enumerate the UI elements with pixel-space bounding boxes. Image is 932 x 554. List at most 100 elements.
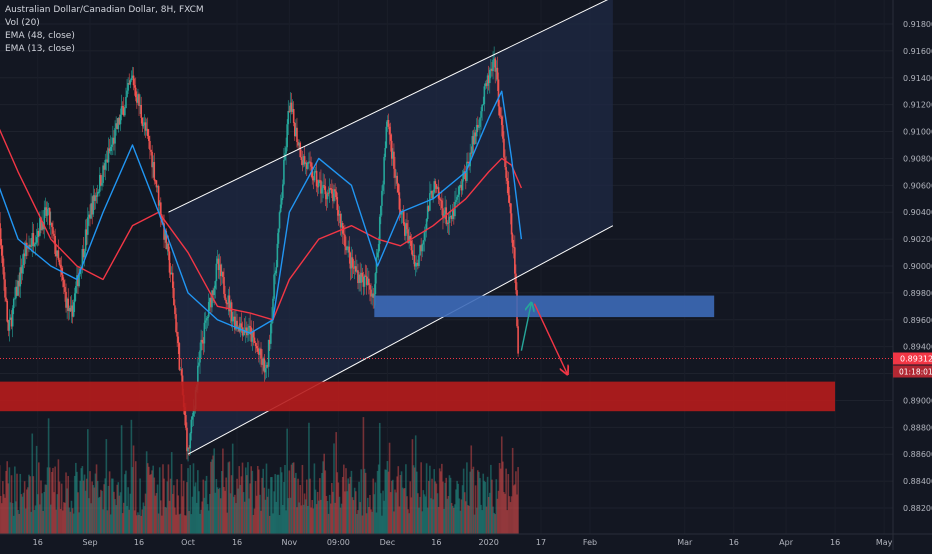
candle-body	[3, 267, 5, 280]
candle-body	[150, 150, 152, 152]
candle-body	[59, 260, 61, 265]
candle-body	[224, 294, 226, 300]
candle-body	[62, 275, 64, 280]
candle-body	[462, 180, 464, 191]
candle-body	[500, 116, 502, 117]
candle-body	[331, 189, 333, 194]
candle-body	[236, 321, 238, 327]
candle-body	[362, 273, 364, 277]
candle-body	[247, 334, 249, 336]
candle-body	[296, 128, 298, 142]
candle-body	[504, 158, 506, 168]
time-tick-label: 16	[830, 538, 840, 547]
time-tick-label: Mar	[677, 538, 693, 547]
candle-body	[208, 302, 210, 317]
candle-body	[478, 127, 480, 128]
candle-body	[335, 191, 337, 197]
candle-body	[205, 320, 207, 322]
candle-body	[0, 228, 1, 245]
legend-ema48[interactable]: EMA (48, close)	[5, 30, 204, 43]
candle-body	[382, 184, 384, 190]
candle-body	[126, 91, 128, 97]
legend-volume[interactable]: Vol (20)	[5, 17, 204, 30]
legend-ema13[interactable]: EMA (13, close)	[5, 43, 204, 56]
candle-body	[169, 251, 171, 272]
candle-body	[153, 162, 155, 180]
candle-body	[64, 287, 66, 292]
candle-body	[365, 276, 367, 277]
candle-body	[455, 200, 457, 202]
candle-body	[140, 105, 142, 118]
time-tick-label: 16	[729, 538, 739, 547]
chart-legend: Australian Dollar/Canadian Dollar, 8H, F…	[5, 4, 204, 56]
time-tick-label: 16	[33, 538, 43, 547]
candle-body	[173, 288, 175, 305]
candle-body	[104, 160, 106, 170]
current-price-tag-text: 0.89312	[900, 354, 932, 363]
candle-body	[2, 256, 4, 267]
candle-body	[515, 274, 517, 290]
candle-body	[110, 147, 112, 151]
candle-body	[60, 265, 62, 268]
candle-body	[299, 143, 301, 157]
candle-body	[497, 68, 499, 80]
candle-body	[138, 94, 140, 106]
candle-body	[411, 241, 413, 251]
candle-body	[278, 228, 280, 243]
candle-body	[114, 128, 116, 143]
candle-body	[399, 192, 401, 209]
candle-body	[260, 349, 262, 359]
candle-body	[125, 97, 127, 108]
candle-body	[84, 251, 86, 257]
candle-body	[388, 120, 390, 127]
candle-body	[273, 275, 275, 299]
candle-body	[396, 176, 398, 184]
candle-body	[281, 198, 283, 205]
candle-body	[412, 250, 414, 255]
candle-body	[179, 343, 181, 370]
candle-body	[377, 253, 379, 258]
symbol-title[interactable]: Australian Dollar/Canadian Dollar, 8H, F…	[5, 4, 204, 17]
candle-body	[489, 70, 491, 83]
time-tick-label: 17	[536, 538, 546, 547]
candle-body	[498, 80, 500, 107]
candle-body	[323, 185, 325, 186]
candle-body	[213, 289, 215, 296]
candle-body	[74, 293, 76, 302]
candle-body	[214, 281, 216, 288]
candle-body	[375, 273, 377, 294]
candle-body	[316, 171, 318, 186]
candle-body	[223, 277, 225, 294]
candle-body	[352, 257, 354, 267]
candle-body	[199, 350, 201, 362]
candle-body	[111, 145, 113, 147]
candle-body	[268, 340, 270, 367]
candle-body	[141, 118, 143, 126]
candle-body	[121, 106, 123, 115]
candle-body	[477, 125, 479, 127]
candle-body	[321, 188, 323, 193]
candle-body	[225, 300, 227, 303]
candle-body	[216, 264, 218, 281]
candle-body	[510, 203, 512, 213]
candle-body	[255, 343, 257, 346]
candle-body	[204, 323, 206, 344]
candle-body	[265, 368, 267, 372]
volume-bar	[517, 467, 519, 534]
candle-body	[135, 88, 137, 97]
candle-body	[172, 273, 174, 288]
candle-body	[282, 184, 284, 198]
candle-body	[9, 320, 11, 331]
candle-body	[275, 267, 277, 273]
candle-body	[380, 206, 382, 217]
candle-body	[438, 187, 440, 198]
candle-body	[207, 317, 209, 318]
candle-body	[378, 244, 380, 253]
candle-body	[63, 280, 65, 287]
